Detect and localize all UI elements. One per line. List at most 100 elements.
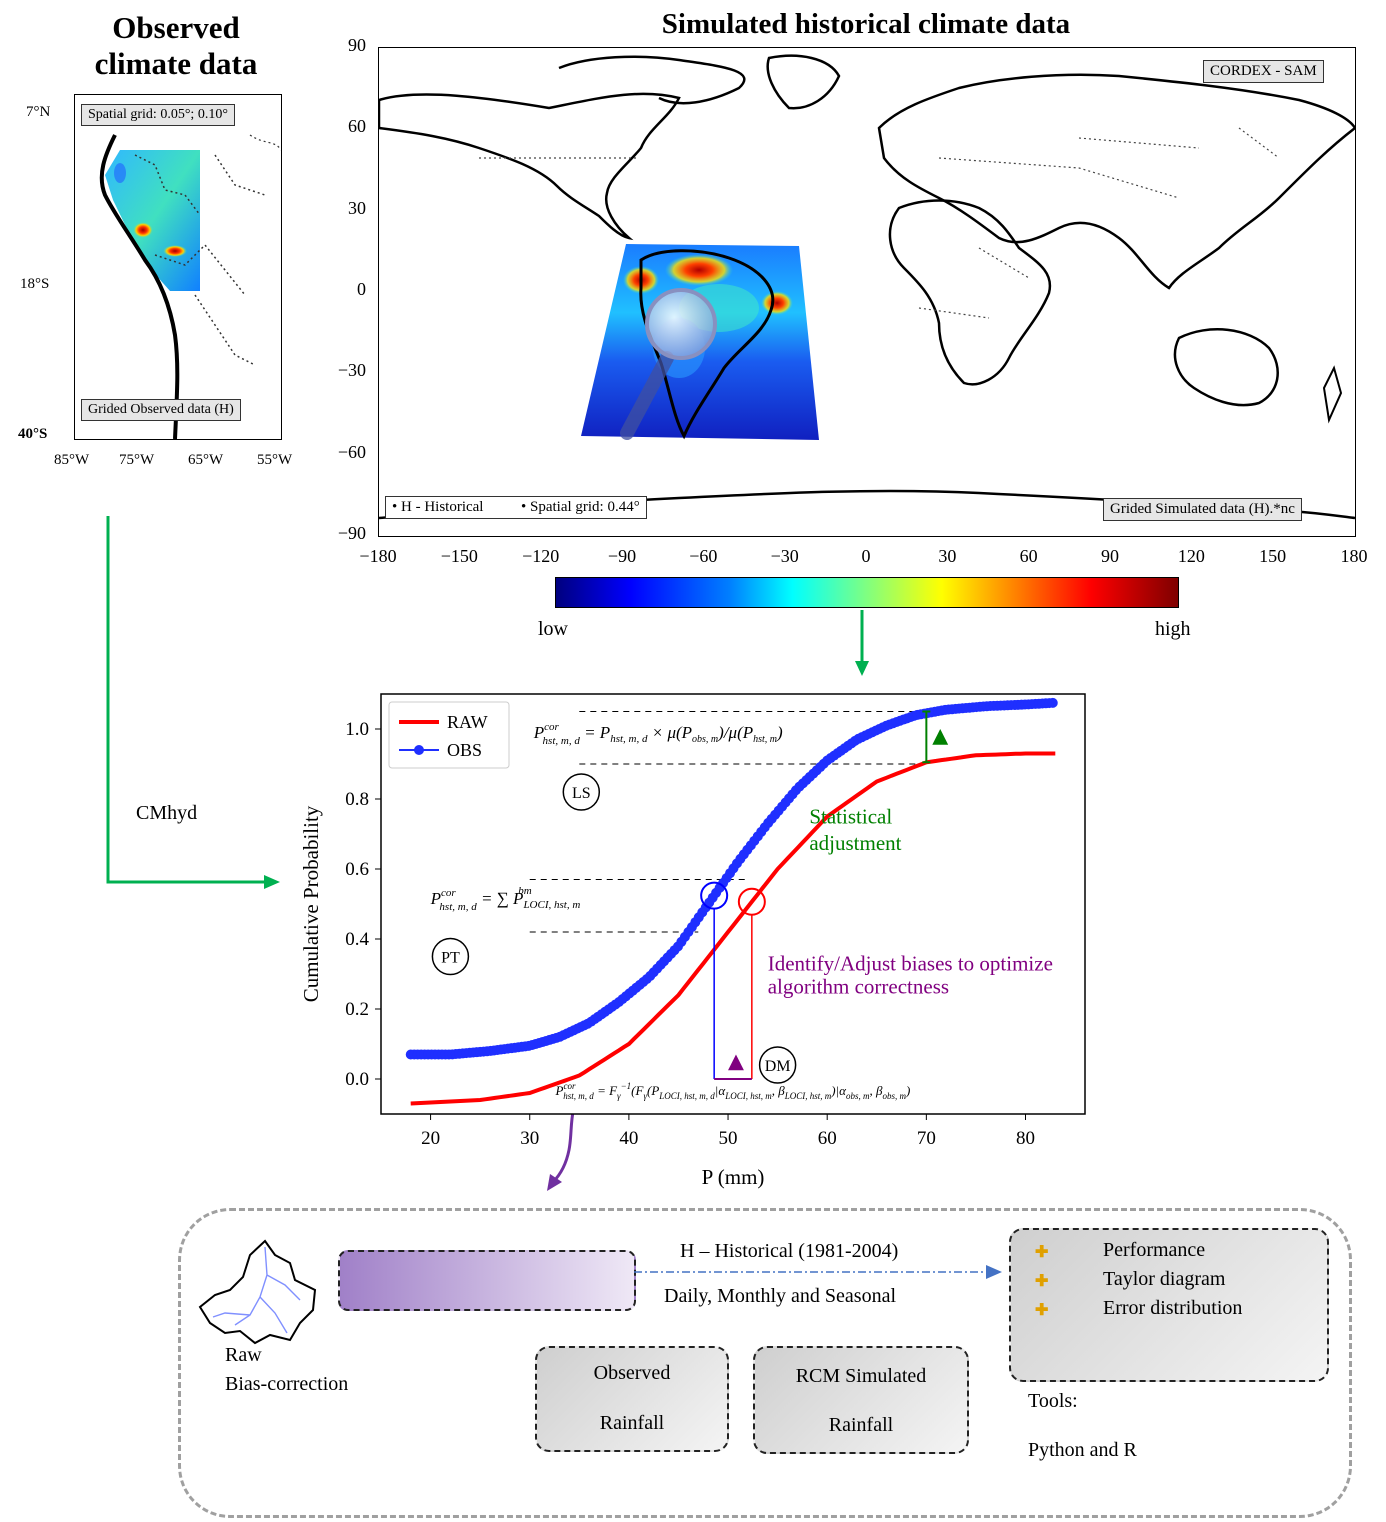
y-tick-label: 0.0 [345, 1069, 369, 1090]
obs-point [1047, 697, 1058, 708]
observed-lat-tick: 18°S [20, 276, 50, 292]
cdf-chart-svg: 20 30 40 50 60 70 80 0.0 0.2 0.4 0.6 0.8 1.0 P (mm) Cu… [299, 693, 1086, 1189]
pt-label-circle [431, 937, 470, 976]
rcm-rainfall-box: RCM Simulated Rainfall [753, 1346, 969, 1454]
watershed-icon [198, 1239, 317, 1345]
bullet-cross-icon: ✚ [1035, 1273, 1049, 1290]
x-tick-label: 20 [421, 1128, 440, 1149]
cordex-label: CORDEX - SAM [1203, 60, 1324, 83]
bullet-cross-icon: ✚ [1035, 1244, 1049, 1261]
observed-lon-tick: 75°W [119, 452, 155, 468]
legend-raw-label: RAW [447, 712, 488, 732]
observed-lat-tick: 40°S [18, 426, 48, 442]
observed-title: Observed climate data [70, 10, 282, 82]
x-tick-label: 30 [520, 1128, 539, 1149]
result-item: ✚ Error distribution [1035, 1297, 1242, 1320]
observed-lon-tick: 65°W [188, 452, 224, 468]
simulated-title: Simulated historical climate data [661, 8, 1071, 40]
time-scales-label: Daily, Monthly and Seasonal [664, 1285, 897, 1307]
observed-map: Spatial grid: 0.05°; 0.10° Grided Observ… [74, 94, 282, 440]
cmhyd-label: CMhyd [136, 802, 198, 824]
observed-to-chart-arrow [106, 516, 268, 884]
colorbar-low-label: low [538, 618, 568, 640]
historical-period-label: H – Historical (1981-2004) [680, 1240, 899, 1262]
observed-map-svg [99, 134, 281, 439]
arrowhead-icon [264, 875, 280, 889]
x-tick-label: 60 [818, 1128, 837, 1149]
legend-obs-marker [414, 745, 424, 755]
tools-label: Tools: [1028, 1390, 1078, 1412]
result-item: ✚ Taylor diagram [1035, 1268, 1225, 1291]
x-tick-label: 40 [619, 1128, 638, 1149]
observed-title-line1: Observed [112, 10, 240, 45]
y-tick-label: 0.6 [345, 859, 369, 880]
x-axis-label: P (mm) [702, 1165, 765, 1189]
world-map: CORDEX - SAM • H - Historical • Spatial … [378, 47, 1356, 537]
world-lon-tick: 120 [1177, 546, 1205, 566]
world-lon-tick: −90 [607, 546, 637, 566]
observed-rainfall-line2: Rainfall [599, 1412, 665, 1434]
colorbar [555, 577, 1179, 608]
observed-lat-tick: 7°N [26, 104, 51, 120]
results-box: ✚ Performance ✚ Taylor diagram ✚ Error d… [1009, 1228, 1329, 1382]
world-lon-tick: −150 [440, 546, 478, 566]
arrowhead-icon [986, 1265, 1002, 1279]
world-lat-tick: 90 [348, 35, 366, 55]
identify-biases-line1: Identify/Adjust biases to optimize [768, 952, 1053, 976]
y-tick-label: 1.0 [345, 719, 369, 740]
statistical-adjustment-line2: adjustment [809, 831, 901, 855]
simulated-data-label: Grided Simulated data (H).*nc [1103, 498, 1302, 521]
tools-value: Python and R [1028, 1439, 1137, 1461]
world-lon-tick: 180 [1340, 546, 1368, 566]
rcm-rainfall-line2: Rainfall [828, 1414, 894, 1436]
result-item: ✚ Performance [1035, 1239, 1205, 1262]
world-lon-tick: 60 [1019, 546, 1038, 566]
world-lon-tick: −60 [689, 546, 718, 566]
raw-series-line [410, 751, 1056, 1106]
y-tick-label: 0.8 [345, 789, 369, 810]
y-axis-label: Cumulative Probability [299, 805, 323, 1002]
world-lat-tick: 60 [348, 116, 366, 137]
world-lat-tick: 0 [357, 279, 366, 299]
purple-gradient-bar [338, 1250, 636, 1311]
pt-label: PT [441, 950, 460, 967]
dashdot-arrow [634, 1265, 1002, 1279]
result-item-label: Taylor diagram [1103, 1268, 1226, 1290]
spatial-grid-label: • Spatial grid: 0.44° [520, 499, 640, 515]
observed-lon-tick: 55°W [257, 452, 293, 468]
raw-label: Raw [225, 1344, 262, 1366]
colorbar-high-label: high [1155, 618, 1191, 640]
legend-obs-label: OBS [447, 740, 482, 760]
world-map-svg [379, 54, 1355, 520]
x-tick-label: 70 [917, 1128, 936, 1149]
world-lon-tick: 90 [1101, 546, 1119, 566]
historical-label: • H - Historical [392, 499, 484, 515]
identify-biases-line2: algorithm correctness [768, 974, 949, 998]
obs-highlight-circle [700, 881, 729, 910]
world-lon-tick: −30 [770, 546, 799, 566]
dm-label-circle [758, 1046, 797, 1084]
observed-lon-tick: 85°W [54, 452, 90, 468]
bias-correction-label: Bias-correction [225, 1373, 349, 1395]
bullet-cross-icon: ✚ [1035, 1302, 1049, 1319]
observed-grid-label: Spatial grid: 0.05°; 0.10° [81, 104, 235, 126]
observed-rainfall-line1: Observed [593, 1362, 671, 1384]
green-triangle-icon [932, 729, 949, 745]
result-item-label: Error distribution [1103, 1297, 1243, 1319]
world-lon-tick: 0 [861, 546, 871, 566]
world-lon-tick: 150 [1259, 546, 1287, 566]
rcm-rainfall-line1: RCM Simulated [795, 1365, 927, 1387]
purple-triangle-icon [728, 1054, 744, 1071]
historical-grid-label: • H - Historical • Spatial grid: 0.44° [385, 496, 647, 519]
world-lat-tick: −90 [337, 523, 366, 543]
statistical-adjustment-line1: Statistical [809, 805, 892, 829]
observed-title-line2: climate data [94, 46, 258, 81]
world-lon-tick: −120 [522, 546, 560, 566]
observed-data-label: Grided Observed data (H) [81, 399, 241, 421]
observed-rainfall-box: Observed Rainfall [535, 1346, 729, 1452]
world-lat-tick: −60 [337, 441, 366, 462]
world-lat-tick: −30 [337, 360, 366, 381]
cdf-chart: 20 30 40 50 60 70 80 0.0 0.2 0.4 0.6 0.8 1.0 P (mm) Cu… [290, 690, 1100, 1190]
world-lat-tick: 30 [348, 197, 366, 218]
